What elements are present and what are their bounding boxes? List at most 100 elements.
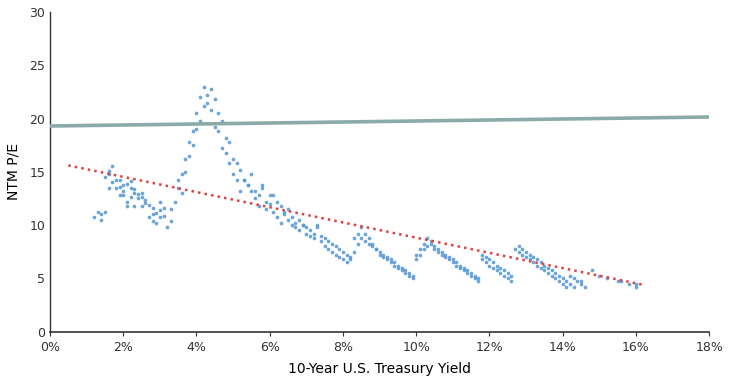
Point [623, 281, 634, 287]
Point [125, 178, 137, 185]
Point [432, 249, 444, 255]
Point [272, 213, 283, 219]
Point [267, 209, 279, 215]
Point [356, 224, 367, 230]
Point [279, 211, 291, 218]
Point [396, 265, 407, 271]
Point [92, 209, 104, 215]
Point [472, 275, 484, 282]
X-axis label: 10-Year U.S. Treasury Yield: 10-Year U.S. Treasury Yield [288, 362, 471, 376]
Point [363, 241, 374, 247]
Point [158, 205, 169, 211]
Point [439, 252, 451, 258]
Point [260, 199, 272, 205]
Point [429, 246, 440, 252]
Point [334, 246, 345, 252]
Point [553, 273, 565, 279]
Point [356, 235, 367, 241]
Point [561, 284, 572, 290]
Point [524, 256, 536, 262]
Point [304, 233, 316, 239]
Point [275, 220, 287, 226]
Point [147, 218, 158, 224]
Point [308, 235, 320, 241]
Point [568, 275, 580, 282]
Point [520, 254, 532, 260]
Point [465, 273, 477, 279]
Point [520, 249, 532, 255]
Point [304, 228, 316, 234]
Point [201, 92, 213, 98]
Point [165, 206, 177, 212]
Point [172, 185, 184, 191]
Point [107, 179, 118, 185]
Point [494, 265, 506, 271]
Point [220, 135, 231, 141]
Point [187, 142, 199, 148]
Point [491, 267, 502, 273]
Point [388, 259, 400, 265]
Point [535, 265, 547, 271]
Point [392, 263, 404, 269]
Point [114, 184, 126, 190]
Point [436, 252, 447, 258]
Point [231, 160, 242, 166]
Point [396, 267, 407, 273]
Point [143, 202, 155, 208]
Point [542, 270, 554, 276]
Point [366, 243, 378, 249]
Point [264, 201, 275, 207]
Point [223, 139, 235, 145]
Point [169, 199, 180, 205]
Point [359, 238, 371, 244]
Point [216, 145, 228, 151]
Point [553, 277, 565, 283]
Point [436, 249, 447, 255]
Point [253, 192, 264, 198]
Point [227, 171, 239, 177]
Point [502, 275, 514, 282]
Point [205, 107, 217, 113]
Point [121, 203, 133, 209]
Point [136, 194, 147, 200]
Point [403, 273, 415, 279]
Point [458, 267, 469, 273]
Point [450, 263, 462, 269]
Point [370, 246, 382, 252]
Point [410, 256, 422, 262]
Point [165, 218, 177, 224]
Point [491, 263, 502, 269]
Point [432, 246, 444, 252]
Point [128, 203, 140, 209]
Point [407, 275, 418, 282]
Point [450, 259, 462, 265]
Point [209, 96, 220, 102]
Point [272, 199, 283, 205]
Point [183, 153, 195, 159]
Point [125, 194, 137, 200]
Point [366, 241, 378, 247]
Point [315, 238, 327, 244]
Point [242, 182, 253, 188]
Point [348, 235, 360, 241]
Point [370, 246, 382, 252]
Point [256, 185, 268, 191]
Point [256, 182, 268, 188]
Point [345, 254, 356, 260]
Point [128, 186, 140, 192]
Point [502, 270, 514, 276]
Point [99, 209, 111, 215]
Point [128, 190, 140, 196]
Point [461, 270, 473, 276]
Point [472, 277, 484, 283]
Point [290, 224, 301, 230]
Point [118, 182, 129, 188]
Point [374, 249, 385, 255]
Point [414, 246, 426, 252]
Point [487, 265, 499, 271]
Point [136, 190, 147, 196]
Point [121, 199, 133, 205]
Point [539, 263, 550, 269]
Point [121, 180, 133, 187]
Point [469, 275, 480, 282]
